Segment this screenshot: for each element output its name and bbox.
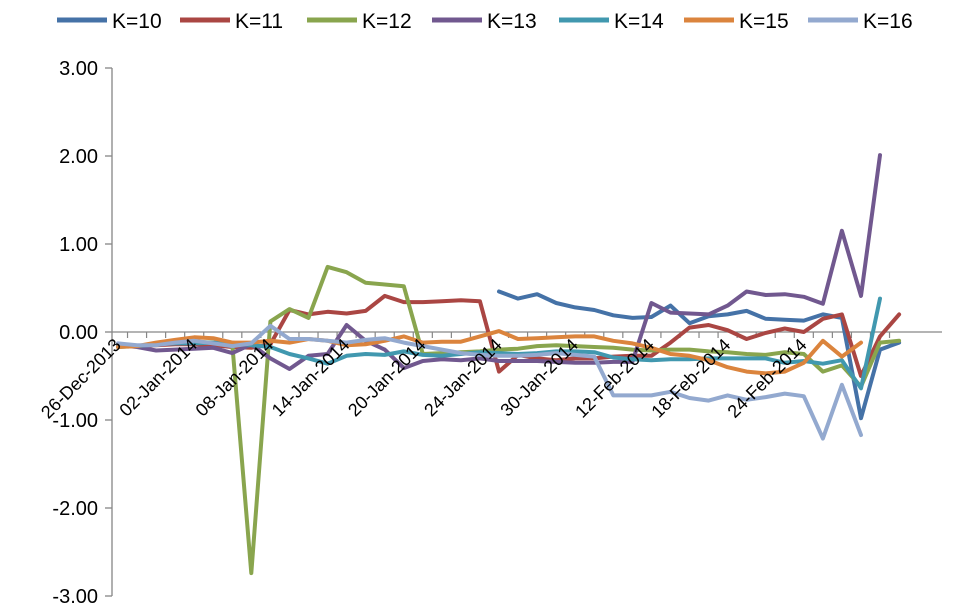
- series-line-k-15: [116, 329, 863, 376]
- y-tick-label: 3.00: [59, 58, 98, 80]
- legend-label: K=13: [487, 10, 537, 33]
- series-line-k-16: [116, 323, 863, 441]
- x-tick-label: 24-Feb-2014: [724, 335, 811, 422]
- y-axis: 3.00 2.00 1.00 0.00 -1.00 -2.00 -3.00: [52, 58, 113, 608]
- legend-item: K=14: [559, 10, 664, 33]
- legend-item: K=11: [180, 10, 283, 33]
- y-tick-label: 2.00: [59, 146, 98, 168]
- legend-label: K=10: [112, 10, 162, 33]
- y-tick-label: 1.00: [59, 234, 98, 256]
- chart-legend: K=10 K=11 K=12 K=13 K=14 K=15 K=16: [57, 10, 913, 33]
- series-line-k-13: [116, 153, 882, 371]
- legend-item: K=15: [684, 10, 789, 33]
- legend-label: K=12: [362, 10, 412, 33]
- legend-label: K=14: [614, 10, 664, 33]
- y-tick-label: 0.00: [59, 322, 98, 344]
- legend-label: K=11: [235, 10, 283, 33]
- y-tick-label: -2.00: [52, 498, 98, 520]
- legend-label: K=16: [863, 10, 913, 33]
- x-tick-labels: 26-Dec-201302-Jan-201408-Jan-201414-Jan-…: [37, 335, 811, 423]
- x-tick-label: 14-Jan-2014: [268, 335, 354, 421]
- y-tick-label: -3.00: [52, 586, 98, 608]
- legend-item: K=13: [432, 10, 537, 33]
- series-line-k-12: [116, 264, 902, 576]
- series-layer: [116, 153, 902, 576]
- legend-label: K=15: [739, 10, 789, 33]
- legend-item: K=16: [808, 10, 913, 33]
- legend-item: K=10: [57, 10, 162, 33]
- y-tick-label: -1.00: [52, 410, 98, 432]
- legend-item: K=12: [307, 10, 412, 33]
- x-tick-label: 20-Jan-2014: [344, 335, 430, 421]
